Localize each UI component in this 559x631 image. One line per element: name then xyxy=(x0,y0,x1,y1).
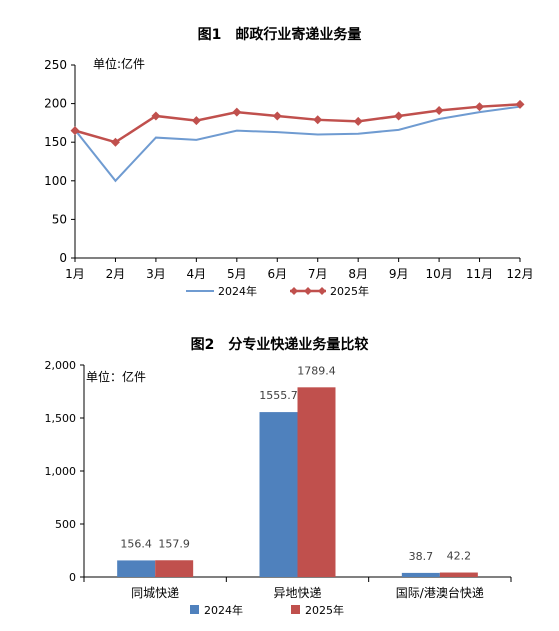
chart2-legend-label-2: 2025年 xyxy=(305,603,344,617)
chart1-y-tick-label: 150 xyxy=(44,135,67,149)
chart1-data-point xyxy=(394,111,404,121)
chart1-data-point xyxy=(353,116,363,126)
chart1-y-tick-label: 100 xyxy=(44,174,67,188)
chart1-legend-marker xyxy=(318,287,326,295)
chart2-bar xyxy=(155,560,194,577)
chart2-y-tick-label: 0 xyxy=(69,571,76,584)
chart1-y-tick-label: 50 xyxy=(52,212,67,226)
chart1-data-point xyxy=(151,111,161,121)
chart2-plot: 0 500 1,000 1,500 2,000 同城快递 156.4 157.9 异地快递 155… xyxy=(45,359,512,617)
chart1-unit-label: 单位:亿件 xyxy=(93,57,146,71)
chart1-x-tick-label: 4月 xyxy=(187,267,207,281)
chart1-legend-marker xyxy=(304,287,312,295)
chart2-bar xyxy=(439,572,478,577)
chart1-x-tick-label: 11月 xyxy=(466,267,493,281)
chart2-data-label: 38.7 xyxy=(409,550,434,563)
chart1-x-tick-label: 2月 xyxy=(106,267,126,281)
chart2-bar xyxy=(259,412,298,577)
chart1-legend-label-2: 2025年 xyxy=(330,284,369,298)
chart1-x-tick-label: 8月 xyxy=(348,267,368,281)
chart1-data-point xyxy=(515,99,525,109)
chart2-data-label: 1789.4 xyxy=(297,364,336,377)
chart1-series-line-1 xyxy=(74,105,521,183)
chart2-data-label: 157.9 xyxy=(158,537,190,550)
chart2-bar xyxy=(117,560,156,577)
chart2-y-tick-label: 500 xyxy=(55,518,76,531)
chart2-data-label: 1555.7 xyxy=(259,389,298,402)
chart1-x-tick-label: 12月 xyxy=(506,267,533,281)
chart1-legend-label-1: 2024年 xyxy=(218,284,257,298)
chart1-y-tick-label: 0 xyxy=(59,251,67,265)
chart1-data-point xyxy=(70,126,80,136)
chart1-x-tick-label: 6月 xyxy=(267,267,287,281)
chart2-data-label: 156.4 xyxy=(120,537,152,550)
chart2-y-tick-label: 1,500 xyxy=(45,412,77,425)
chart1-x-tick-label: 9月 xyxy=(389,267,409,281)
chart2-legend-label-1: 2024年 xyxy=(204,603,243,617)
chart2-bar xyxy=(297,387,336,577)
chart2-category-label: 同城快递 xyxy=(131,586,179,600)
chart2-unit-label: 单位：亿件 xyxy=(86,370,147,384)
chart1-y-tick-label: 200 xyxy=(44,97,67,111)
chart2-legend-swatch-2 xyxy=(291,605,300,614)
chart2-legend-swatch-1 xyxy=(190,605,199,614)
chart1-data-point xyxy=(272,111,282,121)
chart1-x-tick-label: 10月 xyxy=(425,267,452,281)
chart1-y-tick-label: 250 xyxy=(44,58,67,72)
chart1-x-tick-label: 1月 xyxy=(65,267,85,281)
chart1-data-point xyxy=(191,116,201,126)
chart2-category-label: 国际/港澳台快递 xyxy=(396,585,484,600)
chart1-data-point xyxy=(434,106,444,116)
chart2-y-tick-label: 1,000 xyxy=(45,465,77,478)
chart1-x-tick-label: 5月 xyxy=(227,267,247,281)
chart1-x-tick-label: 7月 xyxy=(308,267,328,281)
chart1-title: 图1 邮政行业寄递业务量 xyxy=(197,27,362,43)
chart2-category-label: 异地快递 xyxy=(273,586,321,600)
chart1-data-point xyxy=(475,102,485,112)
chart2-bar xyxy=(401,572,440,577)
chart1-x-tick-label: 3月 xyxy=(146,267,166,281)
chart1-plot: 0 50 100 150 200 250 1月 2月 3月 4月 5月 6月 7月 8月 9月 10月 11月 1… xyxy=(44,58,534,298)
bar-chart-express-comparison: 图2 分专业快递业务量比较 单位：亿件 0 500 1,000 1,500 2,000 同… xyxy=(0,320,559,631)
chart2-data-label: 42.2 xyxy=(447,550,472,563)
chart1-data-point xyxy=(313,115,323,125)
chart1-legend-marker xyxy=(290,287,298,295)
chart1-series-line-2 xyxy=(74,103,521,144)
chart2-y-tick-label: 2,000 xyxy=(45,359,77,372)
chart2-title: 图2 分专业快递业务量比较 xyxy=(190,337,369,353)
chart1-data-point xyxy=(232,107,242,117)
line-chart-postal-volume: 图1 邮政行业寄递业务量 单位:亿件 0 50 100 150 200 250 1月 2月 3月… xyxy=(0,0,559,310)
chart1-data-point xyxy=(110,137,120,147)
